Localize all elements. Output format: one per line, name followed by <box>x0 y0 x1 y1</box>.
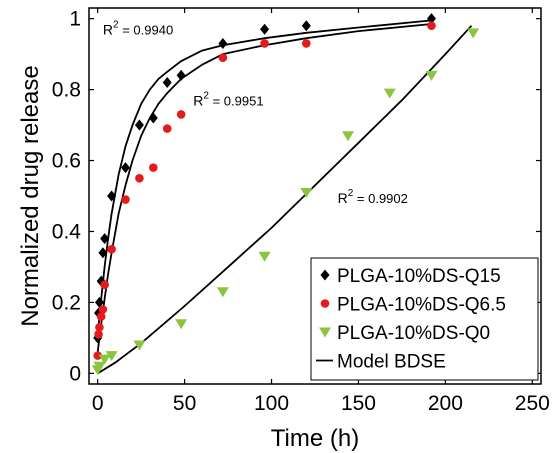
data-point <box>107 190 117 202</box>
y-tick-label: 0 <box>69 362 81 385</box>
data-point <box>162 124 172 133</box>
y-tick-label: 0.6 <box>52 150 81 173</box>
data-point <box>100 280 109 289</box>
model-curve <box>96 23 432 353</box>
r-squared-annotation: R2 = 0.9951 <box>193 91 263 109</box>
data-point <box>94 296 104 308</box>
data-point <box>176 110 186 119</box>
data-point <box>260 39 269 48</box>
legend-label: Model BDSE <box>337 352 446 373</box>
x-tick-label: 250 <box>515 392 550 415</box>
data-point <box>301 20 311 32</box>
data-point <box>467 28 480 39</box>
model-curve <box>96 19 432 338</box>
data-point <box>134 119 144 131</box>
data-point <box>149 163 158 172</box>
y-tick-label: 1 <box>69 8 81 31</box>
data-marks <box>91 13 480 376</box>
data-point <box>133 340 146 351</box>
legend-marker <box>320 299 330 308</box>
x-tick-label: 50 <box>173 392 196 415</box>
plot-frame <box>88 7 542 385</box>
data-point <box>98 354 111 365</box>
x-tick-label: 100 <box>254 392 289 415</box>
data-point <box>96 312 106 321</box>
x-tick-label: 150 <box>341 392 376 415</box>
legend-marker <box>320 269 330 281</box>
data-point <box>218 53 228 62</box>
data-point <box>425 70 438 81</box>
axis-ticks: 0 50 100 150 200 250 0 0.2 0.4 0.6 0.8 1 <box>52 8 550 415</box>
data-point <box>175 319 188 330</box>
data-point <box>260 23 270 35</box>
legend-label: PLGA-10%DS-Q15 <box>337 266 501 287</box>
legend: PLGA-10%DS-Q15 PLGA-10%DS-Q6.5 PLGA-10%DS-… <box>310 257 539 381</box>
fit-annotations: R2 = 0.9940 R2 = 0.9951 R2 = 0.9902 <box>103 20 408 206</box>
data-point <box>135 173 144 183</box>
r-squared-annotation: R2 = 0.9940 <box>103 20 173 38</box>
data-point <box>105 351 118 362</box>
data-point <box>383 88 396 99</box>
legend-label: PLGA-10%DS-Q6.5 <box>337 295 506 316</box>
x-tick-label: 200 <box>428 392 463 415</box>
data-point <box>93 351 102 360</box>
x-axis-label: Time (h) <box>271 425 359 452</box>
legend-label: PLGA-10%DS-Q0 <box>337 323 490 344</box>
data-point <box>148 112 158 124</box>
data-point <box>302 39 311 48</box>
data-point <box>98 247 108 259</box>
data-point <box>218 37 228 49</box>
data-point <box>94 330 103 339</box>
plot-area <box>96 19 473 375</box>
data-point <box>95 322 104 332</box>
x-tick-label: 0 <box>92 392 104 415</box>
data-point <box>98 305 108 314</box>
data-point <box>176 69 186 81</box>
legend-marker <box>319 327 331 338</box>
data-point <box>300 187 313 198</box>
data-point <box>342 131 355 142</box>
r-squared-annotation: R2 = 0.9902 <box>338 188 408 206</box>
data-point <box>258 251 271 262</box>
y-tick-label: 0.8 <box>52 79 81 102</box>
legend-box <box>310 257 539 381</box>
data-point <box>100 233 110 245</box>
y-tick-label: 0.4 <box>52 220 82 243</box>
data-point <box>121 162 131 174</box>
model-curve <box>97 25 473 375</box>
data-point <box>216 287 229 298</box>
data-point <box>162 76 172 88</box>
y-tick-label: 0.2 <box>52 291 81 314</box>
data-point <box>107 244 116 254</box>
y-axis-label: Normalized drug release <box>17 65 44 326</box>
data-point <box>121 195 130 204</box>
data-point <box>427 21 436 31</box>
data-point <box>93 361 106 372</box>
data-point <box>426 13 436 25</box>
